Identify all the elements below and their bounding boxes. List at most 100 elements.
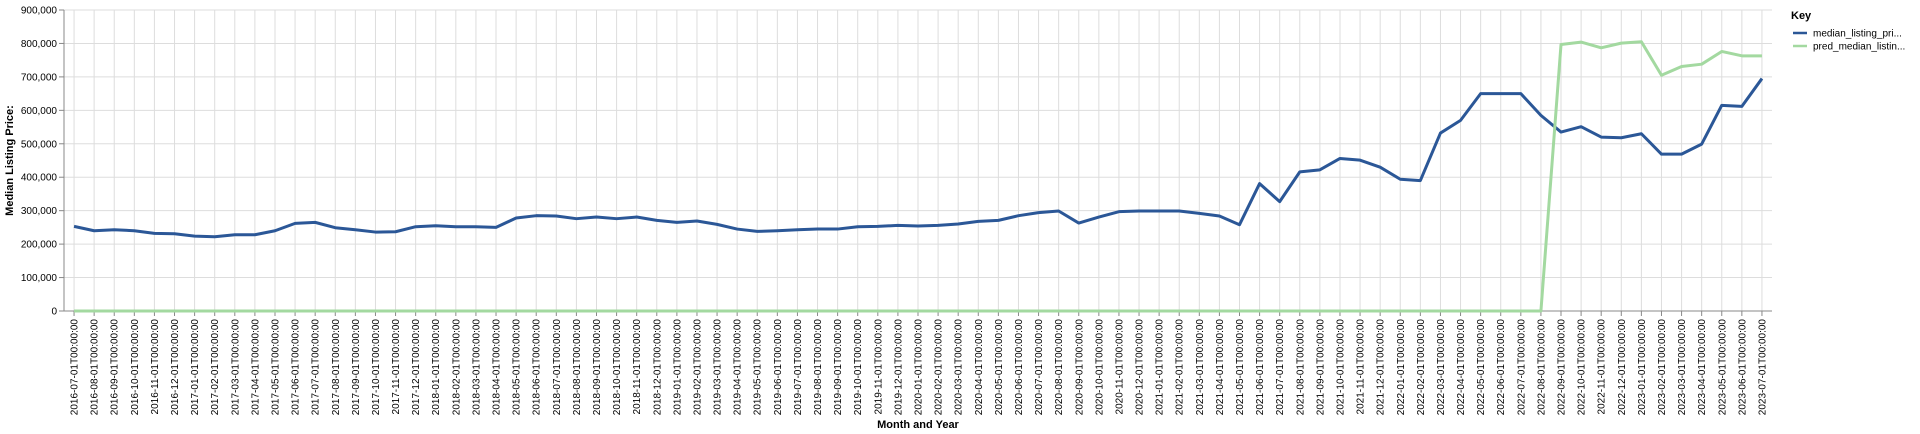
x-tick-label: 2021-05-01T00:00:00 — [1235, 319, 1246, 416]
x-tick-label: 2019-11-01T00:00:00 — [873, 319, 884, 415]
x-tick-label: 2016-11-01T00:00:00 — [150, 319, 161, 415]
y-tick-label: 400,000 — [21, 173, 58, 184]
x-tick-label: 2020-09-01T00:00:00 — [1074, 319, 1085, 416]
x-tick-label: 2021-04-01T00:00:00 — [1215, 319, 1226, 416]
x-tick-label: 2022-09-01T00:00:00 — [1557, 319, 1568, 416]
legend-label-1: median_listing_pri... — [1813, 29, 1902, 40]
legend: Key median_listing_pri... pred_median_lis… — [1791, 10, 1905, 53]
x-tick-label: 2019-04-01T00:00:00 — [733, 319, 744, 416]
x-tick-label: 2018-07-01T00:00:00 — [552, 319, 563, 416]
y-axis-title: Median Listing Price: — [4, 105, 16, 216]
x-axis: 2016-07-01T00:00:00 2016-08-01T00:00:00 20… — [64, 310, 1772, 416]
x-tick-label: 2018-08-01T00:00:00 — [572, 319, 583, 416]
x-tick-label: 2019-09-01T00:00:00 — [833, 319, 844, 416]
x-tick-label: 2019-02-01T00:00:00 — [692, 319, 703, 416]
x-tick-label: 2017-04-01T00:00:00 — [250, 319, 261, 416]
x-tick-label: 2023-01-01T00:00:00 — [1637, 319, 1648, 416]
x-tick-label: 2019-07-01T00:00:00 — [793, 319, 804, 416]
x-tick-label: 2022-11-01T00:00:00 — [1597, 319, 1608, 415]
x-tick-label: 2019-12-01T00:00:00 — [893, 319, 904, 416]
x-tick-label: 2021-03-01T00:00:00 — [1195, 319, 1206, 416]
x-tick-label: 2016-08-01T00:00:00 — [90, 319, 101, 416]
x-tick-label: 2018-02-01T00:00:00 — [451, 319, 462, 416]
x-tick-label: 2019-06-01T00:00:00 — [773, 319, 784, 416]
x-tick-label: 2020-06-01T00:00:00 — [1014, 319, 1025, 416]
x-tick-label: 2016-12-01T00:00:00 — [170, 319, 181, 416]
y-tick-label: 900,000 — [21, 6, 58, 17]
x-tick-label: 2018-04-01T00:00:00 — [492, 319, 503, 416]
y-tick-label: 300,000 — [21, 206, 58, 217]
x-tick-label: 2022-10-01T00:00:00 — [1577, 319, 1588, 416]
x-tick-label: 2022-04-01T00:00:00 — [1456, 319, 1467, 416]
x-tick-label: 2016-07-01T00:00:00 — [70, 319, 81, 416]
x-tick-label: 2019-10-01T00:00:00 — [853, 319, 864, 416]
x-tick-label: 2020-11-01T00:00:00 — [1114, 319, 1125, 415]
x-tick-label: 2017-02-01T00:00:00 — [210, 319, 221, 416]
series-lines — [73, 40, 1764, 313]
y-tick-label: 500,000 — [21, 139, 58, 150]
x-tick-label: 2019-01-01T00:00:00 — [672, 319, 683, 416]
x-tick-label: 2018-10-01T00:00:00 — [612, 319, 623, 416]
x-tick-label: 2020-05-01T00:00:00 — [994, 319, 1005, 416]
x-tick-label: 2018-06-01T00:00:00 — [532, 319, 543, 416]
x-tick-label: 2020-12-01T00:00:00 — [1135, 319, 1146, 416]
x-tick-label: 2021-01-01T00:00:00 — [1155, 319, 1166, 416]
x-tick-label: 2021-06-01T00:00:00 — [1255, 319, 1266, 416]
x-tick-label: 2023-04-01T00:00:00 — [1697, 319, 1708, 416]
x-tick-label: 2023-02-01T00:00:00 — [1657, 319, 1668, 416]
x-tick-label: 2020-10-01T00:00:00 — [1094, 319, 1105, 416]
x-tick-label: 2022-08-01T00:00:00 — [1536, 319, 1547, 416]
y-tick-label: 700,000 — [21, 72, 58, 83]
legend-label-2: pred_median_listin... — [1813, 42, 1905, 53]
x-tick-label: 2017-11-01T00:00:00 — [391, 319, 402, 415]
x-tick-label: 2017-09-01T00:00:00 — [351, 319, 362, 416]
x-tick-label: 2018-11-01T00:00:00 — [632, 319, 643, 415]
x-tick-label: 2023-07-01T00:00:00 — [1757, 319, 1768, 416]
x-tick-label: 2022-06-01T00:00:00 — [1496, 319, 1507, 416]
x-tick-label: 2019-08-01T00:00:00 — [813, 319, 824, 416]
x-tick-label: 2021-10-01T00:00:00 — [1335, 319, 1346, 416]
x-tick-label: 2018-01-01T00:00:00 — [431, 319, 442, 416]
x-tick-label: 2023-03-01T00:00:00 — [1677, 319, 1688, 416]
x-tick-label: 2021-02-01T00:00:00 — [1175, 319, 1186, 416]
x-tick-label: 2017-07-01T00:00:00 — [311, 319, 322, 416]
x-tick-label: 2022-03-01T00:00:00 — [1436, 319, 1447, 416]
x-tick-label: 2020-07-01T00:00:00 — [1034, 319, 1045, 416]
y-tick-label: 0 — [51, 307, 57, 318]
series-line-1 — [73, 77, 1764, 239]
x-tick-label: 2023-05-01T00:00:00 — [1717, 319, 1728, 416]
x-tick-label: 2021-07-01T00:00:00 — [1275, 319, 1286, 416]
x-tick-label: 2020-01-01T00:00:00 — [914, 319, 925, 416]
x-tick-label: 2017-01-01T00:00:00 — [190, 319, 201, 416]
x-tick-label: 2022-01-01T00:00:00 — [1396, 319, 1407, 416]
x-tick-label: 2019-05-01T00:00:00 — [753, 319, 764, 416]
gridlines — [64, 9, 1772, 312]
x-tick-label: 2017-06-01T00:00:00 — [291, 319, 302, 416]
x-tick-label: 2022-02-01T00:00:00 — [1416, 319, 1427, 416]
series-line-2 — [74, 40, 1762, 313]
x-tick-label: 2021-08-01T00:00:00 — [1295, 319, 1306, 416]
x-tick-label: 2018-12-01T00:00:00 — [652, 319, 663, 416]
x-tick-label: 2021-12-01T00:00:00 — [1376, 319, 1387, 416]
x-tick-label: 2022-05-01T00:00:00 — [1476, 319, 1487, 416]
y-tick-label: 100,000 — [21, 273, 58, 284]
x-tick-label: 2020-02-01T00:00:00 — [934, 319, 945, 416]
x-tick-label: 2020-04-01T00:00:00 — [974, 319, 985, 416]
x-tick-label: 2023-06-01T00:00:00 — [1737, 319, 1748, 416]
legend-title: Key — [1791, 10, 1812, 22]
x-tick-label: 2017-08-01T00:00:00 — [331, 319, 342, 416]
x-tick-label: 2021-09-01T00:00:00 — [1315, 319, 1326, 416]
x-tick-label: 2018-05-01T00:00:00 — [512, 319, 523, 416]
x-tick-label: 2018-09-01T00:00:00 — [592, 319, 603, 416]
x-tick-label: 2018-03-01T00:00:00 — [471, 319, 482, 416]
x-tick-label: 2020-08-01T00:00:00 — [1054, 319, 1065, 416]
x-tick-label: 2019-03-01T00:00:00 — [713, 319, 724, 416]
x-tick-label: 2022-07-01T00:00:00 — [1516, 319, 1527, 416]
x-axis-title: Month and Year — [877, 419, 959, 431]
y-tick-label: 600,000 — [21, 106, 58, 117]
x-tick-label: 2017-12-01T00:00:00 — [411, 319, 422, 416]
x-tick-label: 2020-03-01T00:00:00 — [954, 319, 965, 416]
y-tick-label: 200,000 — [21, 240, 58, 251]
x-tick-label: 2017-10-01T00:00:00 — [371, 319, 382, 416]
